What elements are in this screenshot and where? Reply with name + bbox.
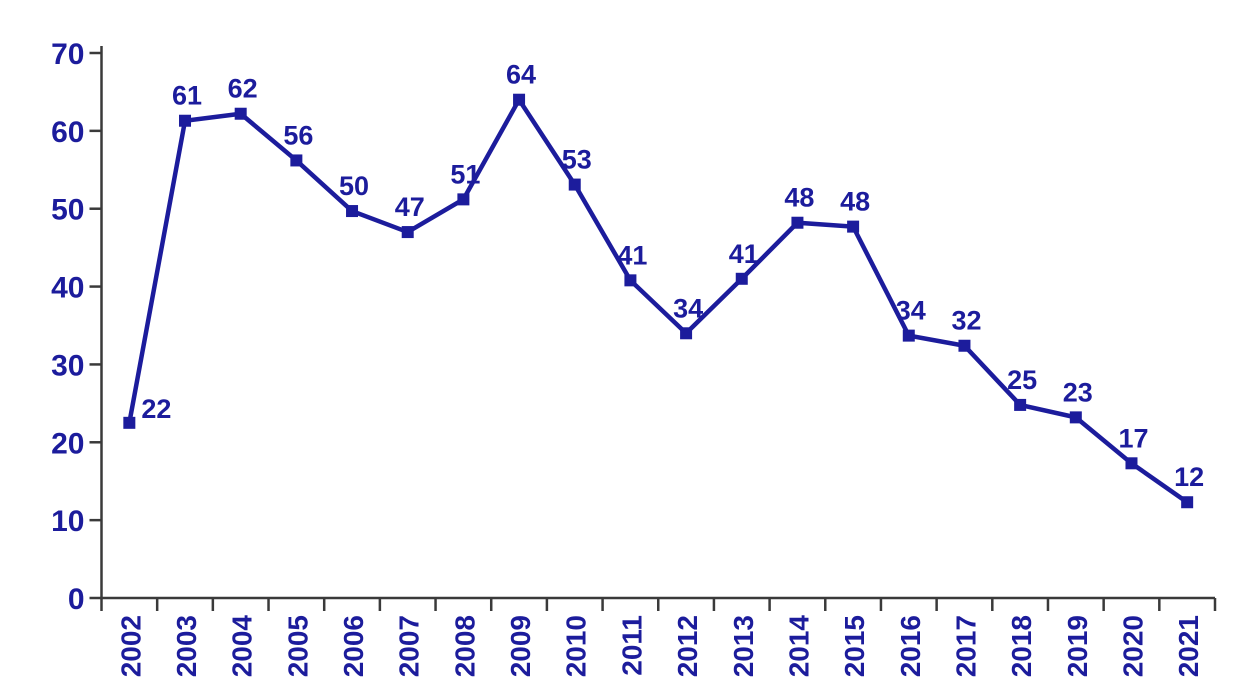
data-point-marker [179,114,192,127]
x-axis-tick-label: 2004 [227,615,258,678]
data-point-label: 62 [228,74,258,104]
x-axis-tick-label: 2016 [895,615,926,677]
data-point-marker [290,154,303,167]
data-point-marker [457,193,470,206]
data-point-label: 64 [506,60,536,90]
y-axis-tick-label: 0 [68,583,85,616]
data-point-label: 25 [1007,365,1037,395]
data-point-marker [1125,457,1138,470]
data-point-label: 61 [172,81,202,111]
data-point-marker [346,205,359,218]
data-point-marker [902,329,915,342]
x-axis-tick-label: 2011 [616,615,647,676]
y-axis-tick-label: 10 [51,505,84,538]
x-axis-tick-label: 2021 [1173,615,1204,677]
data-point-label: 56 [283,120,313,150]
x-axis-tick-label: 2018 [1006,615,1037,677]
x-axis-tick-label: 2015 [839,615,870,677]
x-axis-tick-label: 2019 [1062,615,1093,677]
data-point-label: 41 [729,239,759,269]
data-point-label: 48 [784,183,814,213]
data-point-label: 12 [1174,462,1204,492]
x-axis-tick-label: 2005 [282,615,313,677]
data-point-marker [234,107,247,120]
y-axis-tick-label: 50 [51,194,84,227]
y-axis-tick-label: 70 [51,38,84,71]
data-point-label: 51 [450,159,480,189]
data-point-marker [1069,411,1082,424]
data-point-marker [1181,496,1194,509]
y-axis-tick-label: 60 [51,116,84,149]
data-point-marker [680,327,693,340]
data-point-marker [513,93,526,106]
y-axis-tick-label: 40 [51,272,84,305]
data-point-marker [847,220,860,233]
x-axis-tick-label: 2013 [728,615,759,677]
x-axis-tick-label: 2012 [672,615,703,677]
x-axis-tick-label: 2017 [950,615,981,677]
x-axis-tick-label: 2020 [1117,615,1148,677]
data-point-label: 48 [840,187,870,217]
x-axis-tick-label: 2008 [449,615,480,677]
x-axis-tick-label: 2007 [394,615,425,677]
series-line [127,95,1189,505]
data-point-marker [123,416,136,429]
y-axis-tick-label: 30 [51,349,84,382]
data-point-label: 22 [141,394,171,424]
data-point-label: 34 [673,293,703,323]
y-axis-tick-label: 20 [51,427,84,460]
data-point-marker [735,272,748,285]
data-point-marker [791,216,804,229]
data-point-label: 47 [395,192,425,222]
data-point-marker [624,274,637,287]
data-point-marker [401,226,414,239]
x-axis-tick-label: 2010 [561,615,592,677]
data-point-label: 34 [896,296,926,326]
x-axis-tick-label: 2006 [338,615,369,677]
data-point-marker [1014,398,1027,411]
data-point-label: 23 [1063,377,1093,407]
x-axis-tick-label: 2003 [171,615,202,677]
data-point-label: 50 [339,171,369,201]
data-point-marker [568,178,581,191]
data-point-marker [958,339,971,352]
data-point-label: 32 [951,306,981,336]
data-point-label: 53 [562,145,592,175]
x-axis-tick-label: 2014 [783,615,814,678]
x-axis-tick-label: 2009 [505,615,536,677]
data-point-label: 41 [617,240,647,270]
data-point-label: 17 [1118,423,1148,453]
x-axis-tick-label: 2002 [115,615,146,677]
